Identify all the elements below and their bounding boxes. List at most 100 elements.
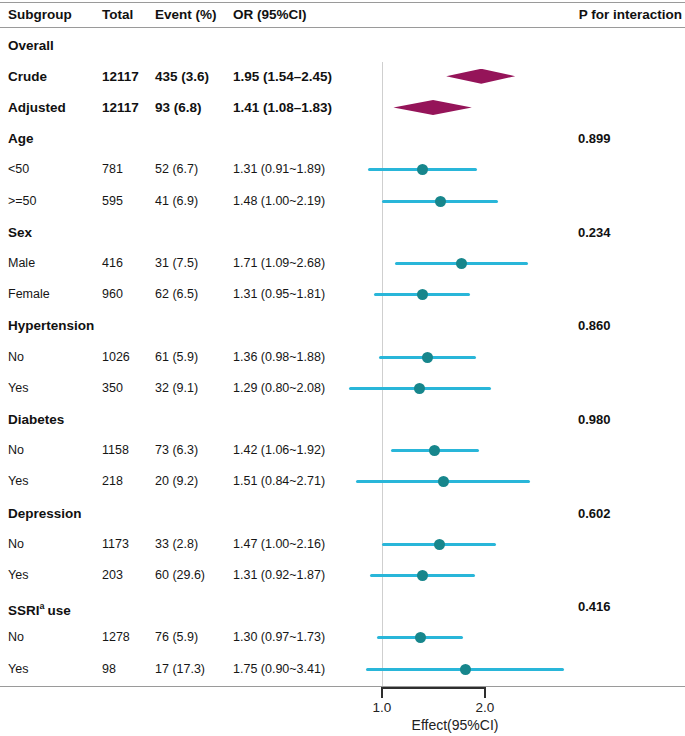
item-row: No 1173 33 (2.8) 1.47 (1.00~2.16) [0, 529, 685, 560]
or-ci-value: 1.36 (0.98~1.88) [233, 342, 325, 373]
or-ci-value: 1.75 (0.90~3.41) [233, 654, 325, 685]
item-row: <5078152 (6.7)1.31 (0.91~1.89) [0, 154, 685, 185]
total-value: 595 [102, 186, 123, 217]
p-interaction-value: 0.860 [578, 310, 611, 341]
event-value: 76 (5.9) [155, 622, 198, 653]
total-value: 12117 [102, 61, 139, 92]
event-value: 60 (29.6) [155, 560, 205, 591]
col-header-p-interaction: P for interaction [579, 3, 682, 27]
event-value: 17 (17.3) [155, 654, 205, 685]
subgroup-label: <50 [8, 154, 29, 185]
item-row: Male 416 31 (7.5) 1.71 (1.09~2.68) [0, 248, 685, 279]
section-row: Hypertension 0.860 [0, 310, 685, 341]
section-row: Age0.899 [0, 123, 685, 154]
summary-row: Adjusted1211793 (6.8)1.41 (1.08–1.83) [0, 92, 685, 123]
p-interaction-value: 0.602 [578, 498, 611, 529]
or-ci-value: 1.30 (0.97~1.73) [233, 622, 325, 653]
or-ci-value: 1.95 (1.54–2.45) [233, 61, 332, 92]
subgroup-label: Overall [8, 30, 54, 61]
or-ci-value: 1.31 (0.95~1.81) [233, 279, 325, 310]
summary-diamond [446, 69, 515, 84]
summary-row: Crude 12117 435 (3.6) 1.95 (1.54–2.45) [0, 61, 685, 92]
item-row: Yes 350 32 (9.1) 1.29 (0.80~2.08) [0, 373, 685, 404]
section-row: Overall [0, 30, 685, 61]
point-estimate [438, 476, 449, 487]
bottom-rule [0, 686, 685, 687]
subgroup-label: Age [8, 123, 34, 154]
subgroup-label: Yes [8, 466, 28, 497]
subgroup-label-main: SSRI [8, 603, 40, 618]
section-row: SSRIause 0.416 [0, 591, 685, 622]
point-estimate [422, 352, 433, 363]
event-value: 31 (7.5) [155, 248, 198, 279]
or-ci-value: 1.51 (0.84~2.71) [233, 466, 325, 497]
point-estimate [434, 539, 445, 550]
section-row: Diabetes0.980 [0, 404, 685, 435]
subgroup-label: Female [8, 279, 50, 310]
item-row: No102661 (5.9)1.36 (0.98~1.88) [0, 342, 685, 373]
item-row: No 1158 73 (6.3) 1.42 (1.06~1.92) [0, 435, 685, 466]
or-ci-value: 1.48 (1.00~2.19) [233, 186, 325, 217]
total-value: 98 [102, 654, 116, 685]
event-value: 435 (3.6) [155, 61, 209, 92]
subgroup-label: SSRIause [8, 591, 71, 622]
subgroup-label: Yes [8, 560, 28, 591]
item-row: Yes20360 (29.6)1.31 (0.92~1.87) [0, 560, 685, 591]
point-estimate [414, 383, 425, 394]
subgroup-label: >=50 [8, 186, 37, 217]
axis-line [382, 687, 485, 689]
subgroup-label: Male [8, 248, 35, 279]
item-row: Female96062 (6.5)1.31 (0.95~1.81) [0, 279, 685, 310]
event-value: 20 (9.2) [155, 466, 198, 497]
point-estimate [460, 664, 471, 675]
event-value: 73 (6.3) [155, 435, 198, 466]
axis-tick [484, 687, 486, 698]
subgroup-label: No [8, 435, 24, 466]
section-row: Sex0.234 [0, 217, 685, 248]
event-value: 41 (6.9) [155, 186, 198, 217]
subgroup-label: Hypertension [8, 310, 94, 341]
subgroup-label: Yes [8, 654, 28, 685]
total-value: 416 [102, 248, 123, 279]
point-estimate [417, 289, 428, 300]
total-value: 1173 [102, 529, 129, 560]
total-value: 1026 [102, 342, 130, 373]
total-value: 203 [102, 560, 123, 591]
subgroup-label: Diabetes [8, 404, 64, 435]
total-value: 960 [102, 279, 123, 310]
or-ci-value: 1.71 (1.09~2.68) [233, 248, 325, 279]
point-estimate [417, 570, 428, 581]
header-rule [0, 27, 685, 28]
event-value: 33 (2.8) [155, 529, 198, 560]
subgroup-label: No [8, 529, 24, 560]
or-ci-value: 1.29 (0.80~2.08) [233, 373, 325, 404]
subgroup-label: No [8, 622, 24, 653]
or-ci-value: 1.42 (1.06~1.92) [233, 435, 325, 466]
total-value: 350 [102, 373, 123, 404]
total-value: 12117 [102, 92, 139, 123]
item-row: Yes 98 17 (17.3) 1.75 (0.90~3.41) [0, 654, 685, 685]
subgroup-label-superscript: a [40, 601, 45, 611]
item-row: Yes 218 20 (9.2) 1.51 (0.84~2.71) [0, 466, 685, 497]
subgroup-label: Crude [8, 61, 47, 92]
item-row: >=50 595 41 (6.9) 1.48 (1.00~2.19) [0, 186, 685, 217]
point-estimate [435, 196, 446, 207]
subgroup-label-rest: use [48, 603, 71, 618]
x-axis-title: Effect(95%CI) [385, 717, 525, 734]
axis-tick-label: 2.0 [463, 700, 507, 716]
section-row: Depression 0.602 [0, 498, 685, 529]
point-estimate [415, 632, 426, 643]
col-header-subgroup: Subgroup [8, 3, 72, 27]
subgroup-label: Yes [8, 373, 28, 404]
total-value: 781 [102, 154, 123, 185]
subgroup-label: Depression [8, 498, 82, 529]
total-value: 1158 [102, 435, 129, 466]
event-value: 93 (6.8) [155, 92, 202, 123]
total-value: 1278 [102, 622, 130, 653]
total-value: 218 [102, 466, 123, 497]
or-ci-value: 1.31 (0.91~1.89) [233, 154, 325, 185]
p-interaction-value: 0.416 [578, 591, 611, 622]
event-value: 32 (9.1) [155, 373, 198, 404]
col-header-total: Total [102, 3, 133, 27]
or-ci-value: 1.47 (1.00~2.16) [233, 529, 325, 560]
